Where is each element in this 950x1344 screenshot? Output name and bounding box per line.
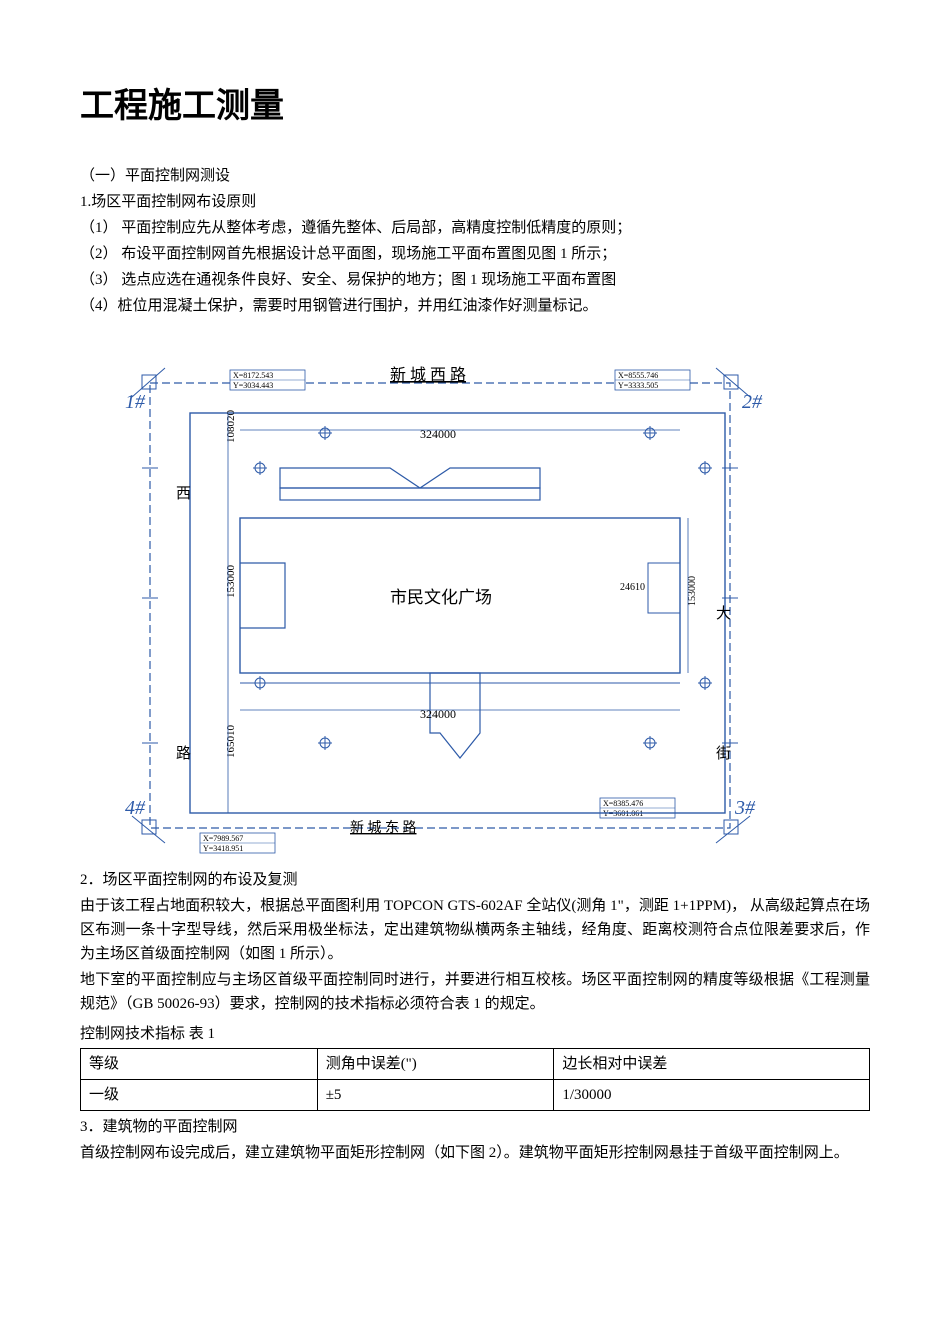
svg-text:市民文化广场: 市民文化广场 [390, 588, 492, 607]
svg-text:153000: 153000 [687, 576, 698, 606]
table-caption: 控制网技术指标 表 1 [80, 1022, 870, 1046]
svg-text:X=8555.746: X=8555.746 [618, 371, 658, 380]
spec-table: 等级 测角中误差(") 边长相对中误差 一级 ±5 1/30000 [80, 1048, 870, 1111]
svg-text:Y=3418.951: Y=3418.951 [203, 844, 243, 853]
svg-text:153000: 153000 [225, 565, 237, 599]
svg-text:3#: 3# [734, 797, 756, 819]
table-cell: 1/30000 [554, 1080, 870, 1111]
table-row: 等级 测角中误差(") 边长相对中误差 [81, 1049, 870, 1080]
section-2-heading: 2．场区平面控制网的布设及复测 [80, 868, 870, 892]
svg-text:324000: 324000 [420, 427, 456, 441]
body-text: 地下室的平面控制应与主场区首级平面控制同时进行，并要进行相互校核。场区平面控制网… [80, 968, 870, 1016]
svg-text:X=8385.476: X=8385.476 [603, 799, 643, 808]
svg-text:1#: 1# [125, 391, 146, 413]
svg-text:大: 大 [716, 605, 731, 622]
svg-text:Y=3333.505: Y=3333.505 [618, 381, 658, 390]
table-header: 边长相对中误差 [554, 1049, 870, 1080]
svg-text:4#: 4# [125, 797, 146, 819]
table-header: 测角中误差(") [317, 1049, 554, 1080]
svg-text:X=7989.567: X=7989.567 [203, 834, 243, 843]
section-1-heading: （一）平面控制网测设 [80, 164, 870, 188]
svg-text:路: 路 [176, 745, 191, 762]
svg-text:西: 西 [176, 486, 191, 502]
list-item: （3） 选点应选在通视条件良好、安全、易保护的地方；图 1 现场施工平面布置图 [80, 268, 870, 292]
corner-2: 2# [716, 368, 763, 413]
svg-text:新 城 西 路: 新 城 西 路 [390, 366, 466, 384]
table-row: 一级 ±5 1/30000 [81, 1080, 870, 1111]
list-item: （2） 布设平面控制网首先根据设计总平面图，现场施工平面布置图见图 1 所示； [80, 242, 870, 266]
section-1-sub1: 1.场区平面控制网布设原则 [80, 190, 870, 214]
site-plan-diagram: 1# 2# 4# 3# X=8172.543 Y=3034.443 X=8555… [80, 338, 870, 858]
svg-text:108020: 108020 [225, 410, 237, 444]
svg-text:2#: 2# [742, 391, 763, 413]
corner-3: 3# [716, 797, 756, 843]
svg-text:街: 街 [716, 745, 731, 762]
svg-text:新 城 东 路: 新 城 东 路 [350, 820, 417, 836]
svg-text:324000: 324000 [420, 707, 456, 721]
corner-4: 4# [125, 797, 165, 843]
svg-text:165010: 165010 [225, 725, 237, 759]
section-3-heading: 3．建筑物的平面控制网 [80, 1115, 870, 1139]
table-header: 等级 [81, 1049, 318, 1080]
page-title: 工程施工测量 [80, 80, 870, 134]
list-item: （1） 平面控制应先从整体考虑，遵循先整体、后局部，高精度控制低精度的原则； [80, 216, 870, 240]
table-cell: ±5 [317, 1080, 554, 1111]
svg-text:Y=3034.443: Y=3034.443 [233, 381, 273, 390]
body-text: 由于该工程占地面积较大，根据总平面图利用 TOPCON GTS-602AF 全站… [80, 894, 870, 966]
svg-text:24610: 24610 [620, 582, 645, 593]
list-item: （4）桩位用混凝土保护，需要时用钢管进行围护，并用红油漆作好测量标记。 [80, 294, 870, 318]
table-cell: 一级 [81, 1080, 318, 1111]
svg-text:X=8172.543: X=8172.543 [233, 371, 273, 380]
body-text: 首级控制网布设完成后，建立建筑物平面矩形控制网（如下图 2）。建筑物平面矩形控制… [80, 1141, 870, 1165]
corner-1: 1# [125, 368, 165, 413]
